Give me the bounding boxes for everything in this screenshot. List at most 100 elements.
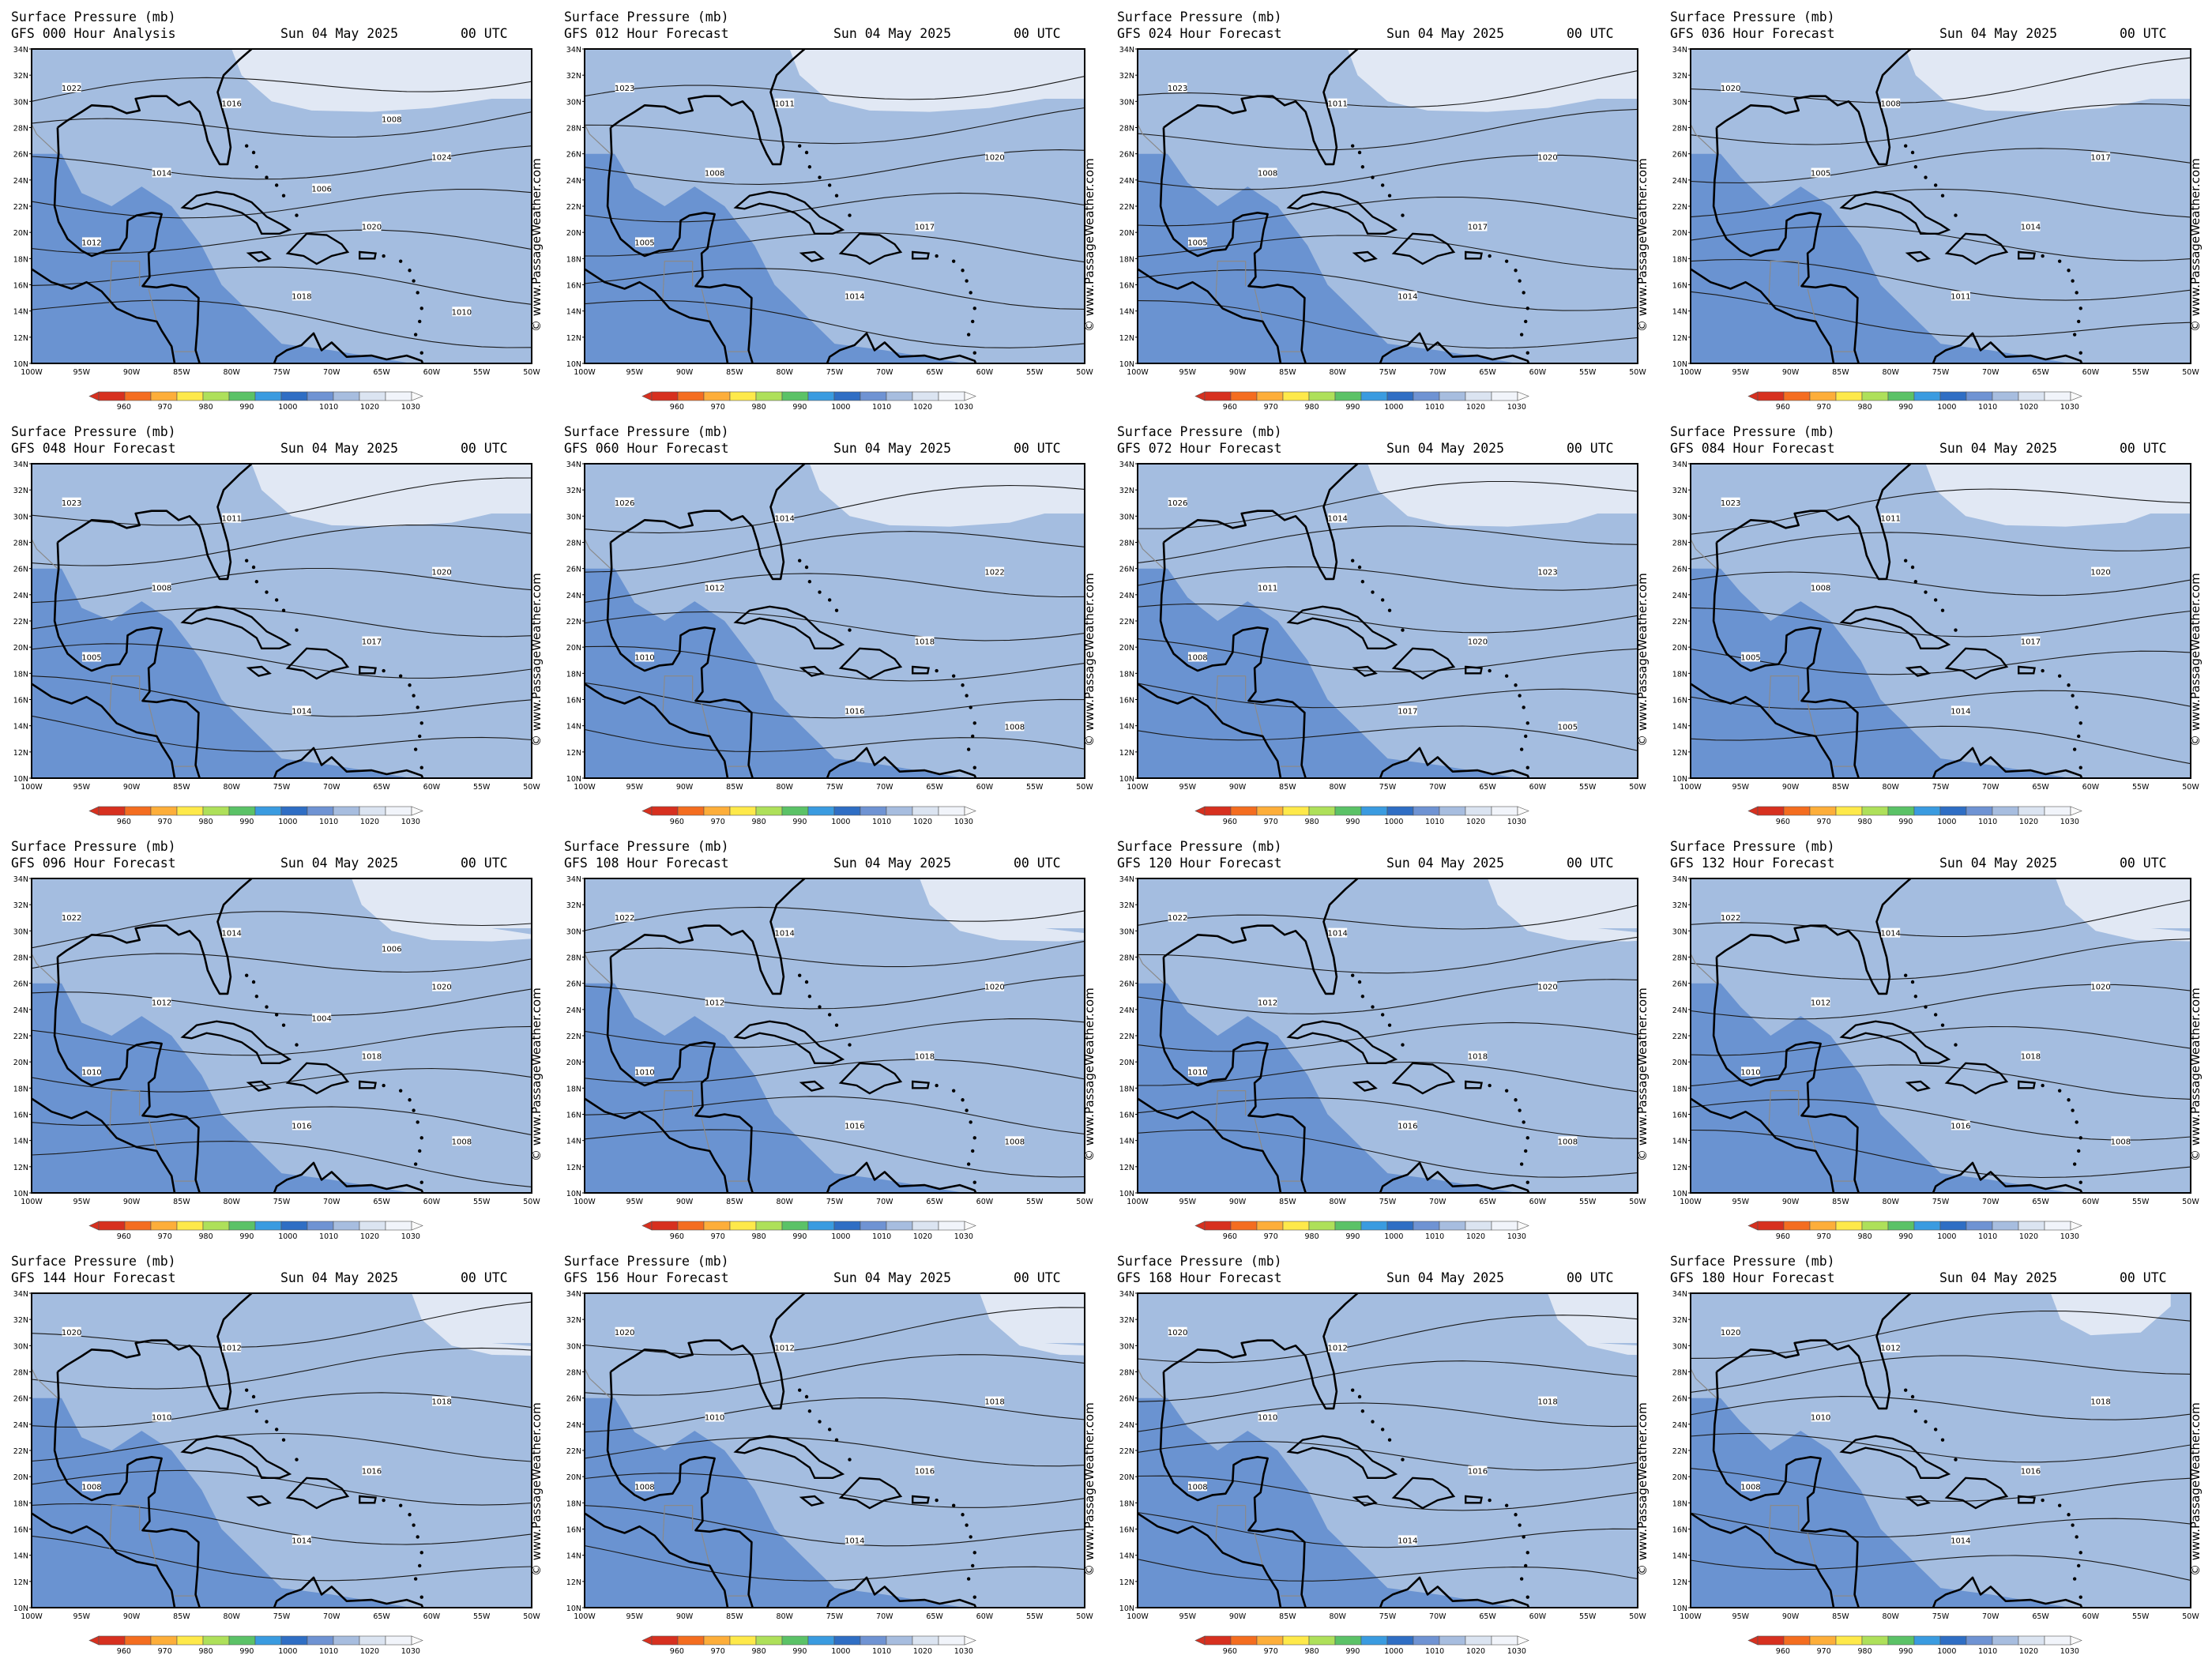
latitude-label: 10N [1119, 360, 1134, 369]
isobar-label: 1014 [774, 515, 794, 524]
isobar-label-bg [1258, 167, 1277, 178]
latitude-label: 12N [1119, 1578, 1134, 1587]
scale-segment [1966, 1635, 1993, 1646]
latitude-label: 14N [1119, 1138, 1134, 1146]
latitude-label: 30N [1119, 98, 1134, 107]
scale-label: 980 [752, 1647, 766, 1656]
scale-label: 980 [199, 403, 213, 412]
pressure-map: 102310201017101410111008100534N32N30N28N… [13, 461, 544, 826]
island-dot [2041, 1083, 2045, 1088]
scale-label: 970 [158, 403, 172, 412]
panel-utc: 00 UTC [1567, 856, 1614, 871]
isobar-line [585, 192, 1085, 223]
latitude-label: 34N [1119, 46, 1134, 55]
island-coastline [799, 1495, 825, 1507]
scale-segment [1966, 1221, 1993, 1231]
isobar-line [585, 573, 1085, 603]
island-dot [827, 598, 832, 602]
coastline [32, 268, 176, 363]
latitude-label: 26N [1672, 151, 1687, 160]
scale-segment [1491, 806, 1518, 816]
island-coastline [2018, 1080, 2036, 1089]
isobar-label-bg [432, 981, 452, 991]
country-border [1254, 288, 1263, 322]
isobar-line [585, 1473, 1085, 1508]
pressure-fill-low [1691, 1398, 2071, 1608]
island-dot [2057, 1503, 2062, 1507]
panel-date: Sun 04 May 2025 [833, 856, 952, 871]
island-dot [244, 1388, 249, 1392]
scale-segment [1757, 1635, 1785, 1646]
pressure-color-scale: 960 970 980 990 1000 1010 1020 1030 [641, 391, 976, 412]
isobar-label-bg [2111, 1136, 2131, 1146]
island-dot [965, 279, 969, 283]
isobar-label-bg [292, 1120, 311, 1130]
scale-segment [703, 1635, 731, 1646]
island-coastline [1905, 250, 1931, 262]
isobar-line [32, 229, 532, 254]
island-dot [818, 590, 822, 594]
scale-segment [912, 391, 939, 401]
scale-segment [1230, 1221, 1258, 1231]
island-dot [1380, 1428, 1385, 1431]
island-dot [1522, 291, 1525, 295]
pressure-fill-high [809, 464, 1085, 527]
scale-arrow-high [411, 1221, 423, 1231]
isobar-label-bg [222, 513, 242, 523]
country-border [32, 122, 58, 155]
latitude-label: 26N [1672, 980, 1687, 989]
longitude-label: 100W [574, 783, 596, 792]
forecast-panel: Surface Pressure (mb) GFS 084 Hour Foreca… [1659, 415, 2212, 830]
coastline [1159, 542, 1307, 778]
latitude-label: 26N [1672, 566, 1687, 574]
scale-label: 1000 [831, 403, 850, 412]
longitude-label: 95W [626, 783, 644, 792]
scale-segment [1992, 806, 2019, 816]
island-dot [412, 1523, 416, 1527]
longitude-label: 80W [1882, 783, 1899, 792]
isobar-label-bg [1328, 513, 1348, 523]
latitude-label: 32N [1119, 1316, 1134, 1325]
scale-segment [228, 391, 256, 401]
longitude-label: 80W [1329, 783, 1346, 792]
scale-segment [781, 1635, 809, 1646]
scale-segment [98, 391, 126, 401]
island-dot [416, 705, 419, 709]
credit-text: © www.PassageWeather.com [1082, 573, 1097, 747]
island-dot [2071, 279, 2075, 283]
scale-arrow-high [411, 806, 423, 816]
island-dot [1387, 1438, 1392, 1442]
isobar-label-bg [312, 1013, 332, 1023]
longitude-label: 60W [2082, 368, 2100, 377]
latitude-label: 34N [1672, 461, 1687, 469]
scale-label: 970 [1264, 1232, 1278, 1241]
latitude-label: 14N [1672, 1138, 1687, 1146]
island-coastline [285, 647, 350, 680]
isobar-label-bg [292, 1535, 311, 1545]
scale-segment [228, 1221, 256, 1231]
pressure-map: 102010181016101410121010100834N32N30N28N… [1119, 1290, 1650, 1656]
isobar-label: 1005 [1740, 653, 1760, 662]
island-dot [965, 694, 969, 698]
isobar-label-bg [1740, 652, 1760, 662]
scale-label: 990 [1898, 1647, 1913, 1656]
island-dot [848, 213, 852, 217]
scale-segment [1783, 391, 1811, 401]
island-dot [804, 1394, 809, 1399]
island-dot [1910, 565, 1915, 570]
latitude-label: 16N [566, 282, 581, 291]
longitude-label: 55W [1026, 368, 1044, 377]
isobar-line [585, 1096, 1085, 1134]
longitude-label: 60W [976, 1198, 994, 1206]
latitude-label: 12N [566, 749, 581, 758]
isobar-line [1138, 480, 1638, 529]
latitude-label: 32N [13, 72, 28, 81]
island-dot [1387, 1023, 1392, 1027]
country-border [148, 1533, 157, 1567]
forecast-panel: Surface Pressure (mb) GFS 132 Hour Foreca… [1659, 830, 2212, 1244]
scale-segment [176, 1221, 204, 1231]
coastline [1163, 1293, 1359, 1410]
isobar-label-bg [1258, 1412, 1277, 1422]
isobar-label: 1008 [382, 116, 401, 125]
island-dot [1522, 705, 1525, 709]
